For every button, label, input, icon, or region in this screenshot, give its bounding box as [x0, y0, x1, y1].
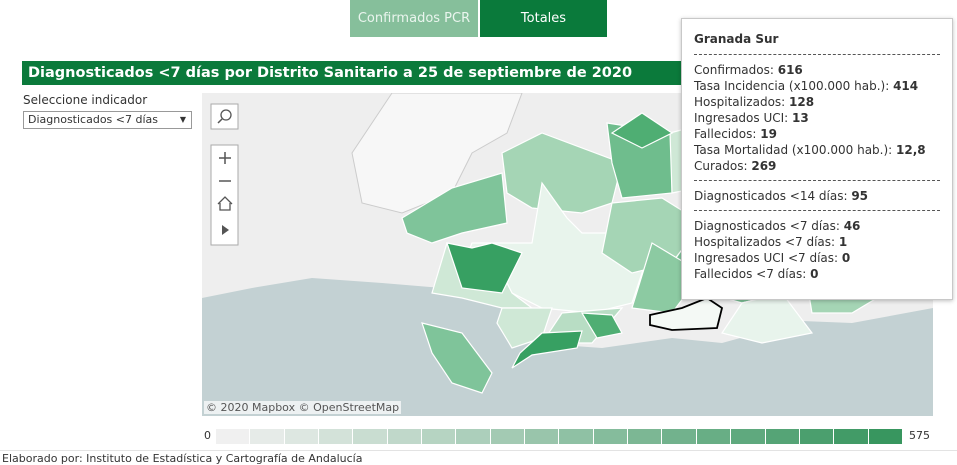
- tooltip-value: 12,8: [896, 143, 926, 157]
- tooltip-row: Tasa Mortalidad (x100.000 hab.): 12,8: [694, 142, 940, 158]
- legend-step: [216, 429, 251, 444]
- district: [501, 132, 623, 214]
- legend-step: [593, 429, 629, 444]
- tooltip-value: 19: [760, 127, 777, 141]
- legend-step: [353, 429, 388, 444]
- selector-value: Diagnosticados <7 días: [28, 113, 159, 126]
- legend-max: 575: [909, 429, 930, 442]
- tooltip-value: 128: [789, 95, 815, 109]
- tooltip-row: Hospitalizados <7 días: 1: [694, 234, 940, 250]
- tab-active[interactable]: Totales: [480, 0, 607, 37]
- tooltip-row: Confirmados: 616: [694, 62, 940, 78]
- tooltip-label: Tasa Mortalidad (x100.000 hab.):: [694, 143, 893, 157]
- legend-step: [799, 429, 835, 444]
- tooltip-value: 95: [851, 189, 869, 203]
- district: [511, 330, 583, 369]
- selector-dropdown[interactable]: Diagnosticados <7 días ▼: [23, 111, 192, 129]
- tooltip-label: Confirmados:: [694, 63, 774, 77]
- legend-step: [250, 429, 285, 444]
- tooltip-value: 1: [838, 235, 848, 249]
- map-attribution: © 2020 Mapbox © OpenStreetMap: [204, 401, 402, 414]
- tooltip-row: Ingresados UCI <7 días: 0: [694, 250, 940, 266]
- legend-step: [559, 429, 594, 444]
- tooltip-label: Tasa Incidencia (x100.000 hab.):: [694, 79, 890, 93]
- tooltip-value: 0: [810, 267, 819, 281]
- tooltip-value: 414: [893, 79, 919, 93]
- tooltip-row: Hospitalizados: 128: [694, 94, 940, 110]
- tooltip-label: Ingresados UCI:: [694, 111, 789, 125]
- legend-step: [319, 429, 354, 444]
- tooltip-label: Fallecidos:: [694, 127, 757, 141]
- legend-step: [834, 429, 869, 444]
- dropdown-arrow: ▼: [179, 115, 186, 124]
- tooltip-value: 616: [777, 63, 803, 77]
- district: [421, 322, 493, 394]
- search-button[interactable]: [210, 103, 239, 130]
- tooltip-row: Diagnosticados <7 días: 46: [694, 218, 940, 234]
- tooltip-label: Hospitalizados:: [694, 95, 786, 109]
- tooltip-group: Diagnosticados <7 días: 46 Hospitalizados…: [694, 210, 940, 288]
- tooltip-value: 46: [843, 219, 861, 233]
- zoom-in[interactable]: [219, 152, 231, 164]
- legend-step: [456, 429, 491, 444]
- tooltip-row: Fallecidos <7 días: 0: [694, 266, 940, 282]
- highlighted-district[interactable]: [649, 296, 724, 331]
- selector-label: Seleccione indicador: [23, 93, 148, 107]
- legend-step: [662, 429, 697, 444]
- search-icon: [220, 109, 232, 121]
- tooltip-title: Granada Sur: [694, 32, 779, 46]
- tooltip-label: Diagnosticados <7 días:: [694, 219, 840, 233]
- legend-step: [731, 429, 766, 444]
- tooltip-row: Fallecidos: 19: [694, 126, 940, 142]
- tooltip-group: Confirmados: 616 Tasa Incidencia (x100.00…: [694, 54, 940, 180]
- district: [610, 112, 674, 149]
- tooltip-label: Fallecidos <7 días:: [694, 267, 807, 281]
- tooltip-label: Hospitalizados <7 días:: [694, 235, 836, 249]
- separator: [0, 450, 957, 451]
- legend-step: [868, 429, 903, 444]
- tooltip-row: Tasa Incidencia (x100.000 hab.): 414: [694, 78, 940, 94]
- tooltip-row: Ingresados UCI: 13: [694, 110, 940, 126]
- tab[interactable]: Confirmados PCR: [350, 0, 478, 37]
- legend-min: 0: [204, 429, 211, 442]
- legend-step: [387, 429, 423, 444]
- reset-button[interactable]: [217, 196, 233, 211]
- tooltip: Granada Sur Confirmados: 616 Tasa Inciden…: [681, 18, 953, 300]
- search-icon: [217, 118, 223, 124]
- tooltip-value: 269: [751, 159, 777, 173]
- tooltip-group: Diagnosticados <14 días: 95: [694, 180, 940, 210]
- legend-step: [490, 429, 526, 444]
- legend-ramp: [216, 429, 903, 444]
- district: [401, 172, 508, 244]
- tooltip-label: Diagnosticados <14 días:: [694, 189, 848, 203]
- legend-step: [422, 429, 457, 444]
- tooltip-row: Curados: 269: [694, 158, 940, 174]
- district: [446, 242, 523, 294]
- legend-step: [525, 429, 560, 444]
- tooltip-label: Ingresados UCI <7 días:: [694, 251, 839, 265]
- legend-step: [628, 429, 663, 444]
- tooltip-value: 0: [841, 251, 851, 265]
- legend-step: [696, 429, 732, 444]
- tooltip-label: Curados:: [694, 159, 748, 173]
- expand-toolbar[interactable]: [222, 225, 229, 235]
- tooltip-value: 13: [792, 111, 809, 125]
- tooltip-row: Diagnosticados <14 días: 95: [694, 188, 940, 204]
- district: [580, 312, 623, 339]
- legend-step: [284, 429, 320, 444]
- legend-step: [765, 429, 800, 444]
